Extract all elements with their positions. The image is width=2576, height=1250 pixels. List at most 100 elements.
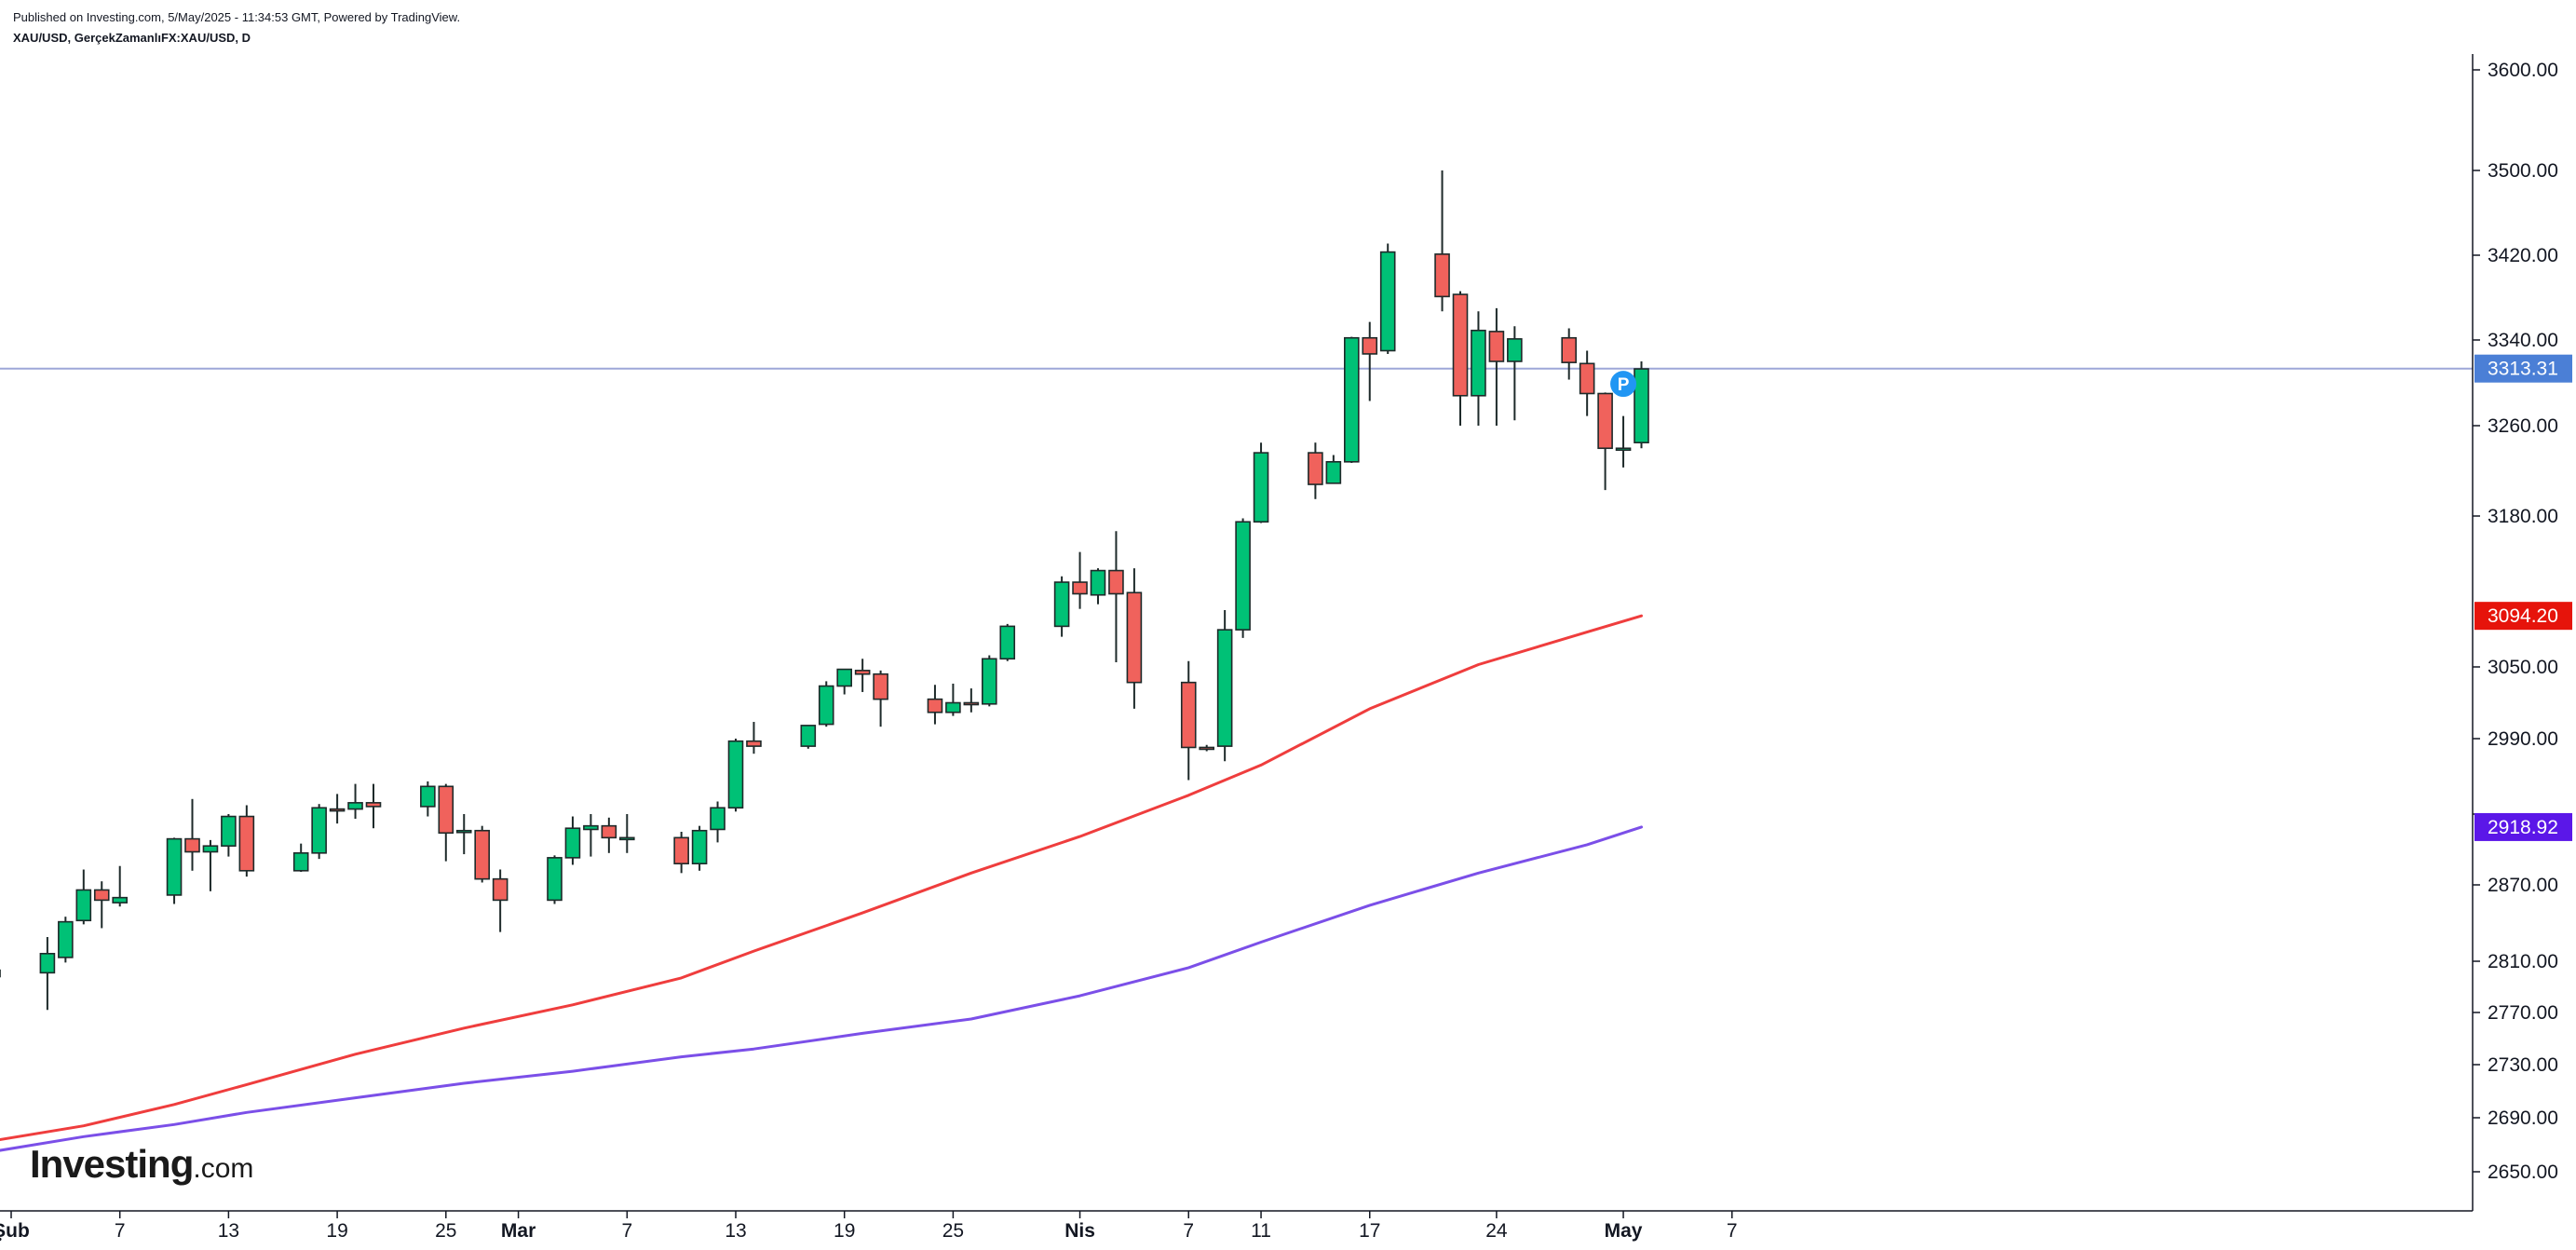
- published-note: Published on Investing.com, 5/May/2025 -…: [13, 10, 461, 24]
- x-tick-label: 7: [621, 1220, 632, 1242]
- y-tick-label: 2810.00: [2488, 951, 2558, 972]
- candle: [474, 825, 491, 883]
- candle: [673, 832, 689, 874]
- marker-layer: P: [1610, 371, 1637, 398]
- candle-body-up: [1471, 329, 1486, 397]
- candle: [945, 683, 961, 716]
- candle: [564, 816, 581, 865]
- y-tick-label: 2650.00: [2488, 1162, 2558, 1183]
- candle-body-up: [58, 920, 74, 958]
- candle-body-up: [800, 725, 817, 747]
- x-tick-label: 7: [115, 1220, 126, 1242]
- candle-body-up: [1235, 521, 1251, 631]
- candle: [1344, 336, 1360, 464]
- candle-body-down: [927, 698, 943, 713]
- candle-body-up: [999, 625, 1016, 660]
- candle-body-down: [963, 701, 980, 706]
- y-tick-label: 2730.00: [2488, 1054, 2558, 1076]
- x-tick-label: 7: [1183, 1220, 1194, 1242]
- candles: [0, 170, 1649, 1011]
- candle: [58, 917, 74, 963]
- price-badges: 3313.31 3094.20 2918.92: [2474, 354, 2572, 841]
- x-tick-label: Mar: [501, 1220, 536, 1242]
- axes: 3600.00 3500.00 3420.00 3340.00 3260.00 3180.…: [0, 54, 2558, 1242]
- candle: [39, 937, 56, 1011]
- candle-body-up: [836, 668, 853, 687]
- candle-body-down: [184, 837, 200, 853]
- candle: [1308, 442, 1323, 499]
- ma-fast-badge-text: 3094.20: [2488, 605, 2558, 627]
- candle: [963, 688, 980, 713]
- y-tick-label: 3420.00: [2488, 245, 2558, 266]
- candle-body-down: [329, 808, 346, 812]
- candle-body-up: [1507, 338, 1523, 362]
- moving-averages: [0, 614, 1643, 1152]
- candle-body-up: [39, 952, 56, 974]
- candle-body-down: [601, 824, 617, 839]
- candle-body-up: [1344, 336, 1360, 463]
- investing-logo[interactable]: Investing.com: [30, 1142, 253, 1187]
- ma-fast-badge: 3094.20: [2474, 602, 2572, 631]
- candle: [292, 843, 309, 873]
- x-tick-label: Şub: [0, 1220, 30, 1242]
- candle-body-down: [673, 836, 689, 864]
- candle: [492, 869, 508, 932]
- candle-body-down: [1579, 362, 1595, 395]
- candle-body-down: [1072, 581, 1088, 595]
- x-tick-label: 24: [1485, 1220, 1508, 1242]
- y-tick-label: 2690.00: [2488, 1107, 2558, 1129]
- x-tick-label: 13: [725, 1220, 746, 1242]
- candle-body-up: [221, 815, 237, 847]
- candle-body-down: [873, 673, 888, 700]
- candle-body-down: [1488, 331, 1505, 362]
- y-tick-label: 3260.00: [2488, 415, 2558, 437]
- x-tick-label: Nis: [1064, 1220, 1095, 1242]
- candle-body-up: [1615, 447, 1632, 452]
- y-tick-label: 3180.00: [2488, 506, 2558, 527]
- candle: [202, 839, 219, 891]
- candle: [1126, 568, 1143, 709]
- candle-body-up: [1379, 251, 1396, 352]
- candle: [1379, 243, 1396, 354]
- candle: [982, 655, 997, 707]
- x-tick-label: 25: [435, 1220, 456, 1242]
- candle: [1488, 307, 1505, 426]
- candle-body-down: [746, 740, 762, 747]
- candle: [583, 814, 599, 857]
- candle-body-up: [347, 802, 363, 810]
- candle-body-up: [202, 845, 219, 853]
- candle: [1434, 170, 1450, 312]
- x-tick-label: 17: [1359, 1220, 1380, 1242]
- candle-body-down: [492, 877, 508, 902]
- candle-body-up: [691, 829, 708, 865]
- candle: [999, 623, 1016, 661]
- symbol-line: XAU/USD, GerçekZamanlıFX:XAU/USD, D: [13, 31, 251, 45]
- candle: [618, 814, 635, 853]
- candle-body-up: [455, 829, 472, 834]
- candle: [238, 805, 255, 877]
- marker-circle: [1610, 371, 1637, 398]
- candle: [1597, 392, 1613, 491]
- candle: [1471, 311, 1486, 426]
- candle: [75, 869, 92, 925]
- marker-label: P: [1618, 375, 1630, 395]
- candle-body-down: [438, 785, 454, 835]
- candle-body-down: [1308, 452, 1323, 485]
- candle-body-down: [1597, 392, 1613, 450]
- candle: [184, 798, 200, 871]
- candle: [166, 837, 183, 904]
- candle-body-up: [292, 851, 309, 872]
- candle-body-down: [1199, 746, 1214, 751]
- candle-body-down: [365, 802, 382, 808]
- logo-suffix: .com: [193, 1153, 254, 1184]
- candle-body-up: [982, 658, 997, 705]
- current-price-badge-bg: [2474, 354, 2572, 383]
- candle: [1199, 744, 1214, 752]
- candle: [836, 668, 853, 695]
- candle-body-up: [618, 836, 635, 841]
- y-tick-label: 2770.00: [2488, 1002, 2558, 1024]
- candle: [329, 794, 346, 824]
- candle: [1634, 361, 1649, 449]
- candle: [1090, 568, 1106, 605]
